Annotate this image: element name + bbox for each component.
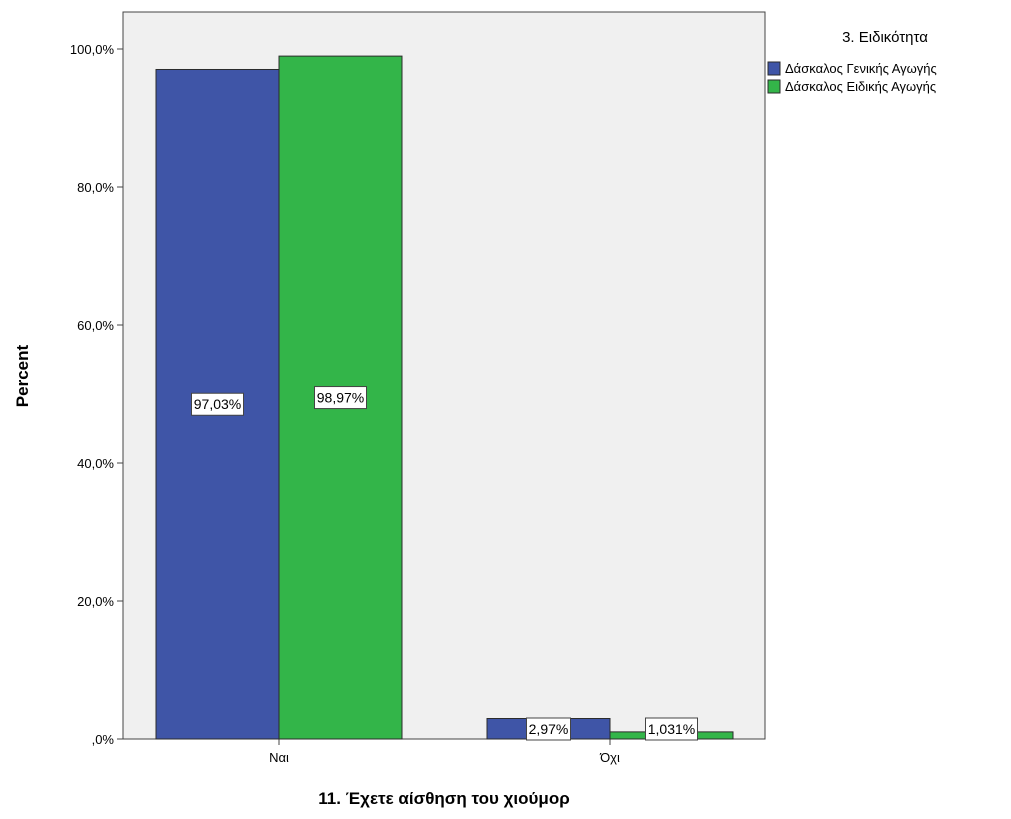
x-axis-title: 11. Έχετε αίσθηση του χιούμορ [318, 789, 569, 808]
y-tick-label: 80,0% [77, 180, 114, 195]
legend: 3. Ειδικότητα Δάσκαλος Γενικής Αγωγής Δάσ… [767, 29, 937, 94]
data-label: 98,97% [317, 390, 364, 406]
legend-label: Δάσκαλος Ειδικής Αγωγής [785, 79, 936, 94]
data-label-box [645, 717, 698, 741]
data-label: 2,97% [529, 721, 569, 737]
y-tick-label: 100,0% [70, 42, 115, 57]
legend-swatch [767, 61, 781, 76]
legend-title: 3. Ειδικότητα [842, 29, 928, 46]
y-axis: ,0% 20,0% 40,0% 60,0% 80,0% 100,0% [70, 12, 124, 747]
x-tick-label: Ναι [269, 750, 289, 765]
x-axis: Ναι Όχι [269, 739, 620, 765]
data-label-box [314, 386, 367, 410]
y-tick-label: 20,0% [77, 594, 114, 609]
data-label: 1,031% [648, 721, 695, 737]
data-label: 97,03% [194, 396, 241, 412]
x-tick-label: Όχι [599, 750, 620, 765]
y-tick-label: 40,0% [77, 456, 114, 471]
data-label-box [191, 392, 244, 416]
legend-swatch [767, 79, 781, 94]
data-labels-group: 97,03% 98,97% 2,97% 1,031% [191, 386, 698, 741]
data-label-box [526, 717, 571, 741]
y-tick-label: ,0% [92, 732, 115, 747]
y-tick-label: 60,0% [77, 318, 114, 333]
y-axis-title: Percent [13, 344, 32, 407]
legend-label: Δάσκαλος Γενικής Αγωγής [785, 61, 937, 76]
